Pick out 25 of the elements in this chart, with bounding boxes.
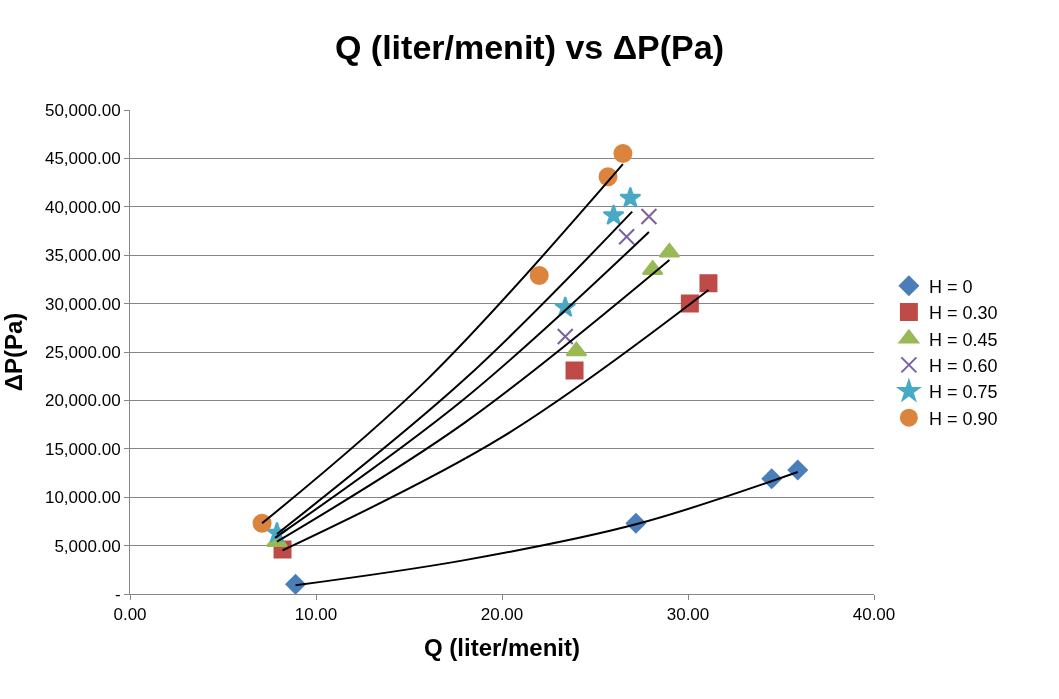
y-tick-label: 45,000.00 bbox=[44, 149, 121, 169]
x-tick-label: 0.00 bbox=[113, 605, 147, 625]
x-axis-title: Q (liter/menit) bbox=[423, 633, 581, 661]
y-tick-label: 10,000.00 bbox=[44, 488, 121, 508]
x-tick-label: 10.00 bbox=[294, 605, 338, 625]
y-tick-label: 35,000.00 bbox=[44, 246, 121, 266]
y-tick-label: 25,000.00 bbox=[44, 342, 121, 362]
y-tick-label: 50,000.00 bbox=[44, 100, 121, 120]
legend-label: H = 0.75 bbox=[928, 382, 998, 403]
legend-label: H = 0.60 bbox=[928, 355, 998, 376]
x-tick-label: 20.00 bbox=[480, 605, 524, 625]
legend-label: H = 0.45 bbox=[928, 329, 998, 350]
chart-title: Q (liter/menit) vs ΔP(Pa) bbox=[334, 27, 725, 66]
y-tick-label: - bbox=[114, 584, 121, 604]
legend-label: H = 0.90 bbox=[928, 408, 998, 429]
x-tick-label: 30.00 bbox=[666, 605, 710, 625]
legend-label: H = 0.30 bbox=[928, 303, 998, 324]
y-tick-label: 5,000.00 bbox=[54, 536, 121, 556]
y-tick-label: 40,000.00 bbox=[44, 197, 121, 217]
x-tick-label: 40.00 bbox=[852, 605, 896, 625]
y-axis-title: ΔP(Pa) bbox=[0, 312, 28, 392]
y-tick-label: 15,000.00 bbox=[44, 439, 121, 459]
legend-label: H = 0 bbox=[928, 276, 973, 297]
y-tick-label: 20,000.00 bbox=[44, 391, 121, 411]
y-tick-label: 30,000.00 bbox=[44, 294, 121, 314]
